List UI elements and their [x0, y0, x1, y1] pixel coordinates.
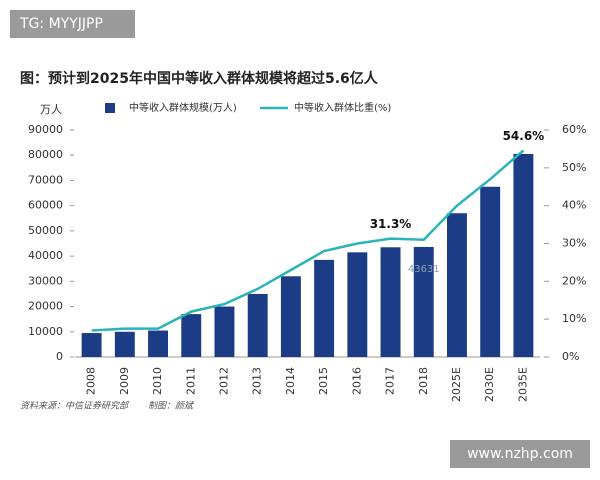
- legend-swatch: [105, 103, 115, 113]
- x-tick-label: 2011: [184, 367, 197, 395]
- bar: [247, 293, 268, 357]
- y2-tick-label: 50%: [562, 161, 586, 174]
- y-tick-label: 0: [56, 350, 63, 363]
- y-tick-label: 60000: [28, 199, 63, 212]
- bar: [148, 330, 168, 357]
- x-tick-label: 2014: [284, 367, 297, 395]
- y-tick-label: 40000: [28, 249, 63, 262]
- y-tick-label: 20000: [28, 300, 63, 313]
- y-axis-label: 万人: [40, 103, 62, 116]
- legend-label: 中等收入群体规模(万人): [129, 101, 237, 114]
- y-tick-label: 10000: [28, 325, 63, 338]
- bar: [513, 153, 534, 357]
- legend-label: 中等收入群体比重(%): [294, 101, 391, 114]
- x-tick-label: 2009: [118, 367, 131, 395]
- y2-tick-label: 60%: [562, 123, 586, 136]
- bar: [214, 306, 235, 357]
- bar: [347, 252, 368, 357]
- bar: [413, 246, 434, 357]
- y2-tick-label: 0%: [562, 350, 579, 363]
- watermark-box: [450, 440, 590, 468]
- watermark-top: TG: MYYJJPP: [19, 16, 103, 32]
- bar-value-label: 43631: [408, 264, 440, 275]
- bar: [480, 186, 501, 357]
- y-tick-label: 70000: [28, 173, 63, 186]
- y-tick-label: 80000: [28, 148, 63, 161]
- x-tick-label: 2015: [317, 367, 330, 395]
- y2-tick-label: 20%: [562, 274, 586, 287]
- y2-tick-label: 30%: [562, 237, 586, 250]
- x-tick-label: 2016: [350, 367, 363, 395]
- chart-title: 图：预计到2025年中国中等收入群体规模将超过5.6亿人: [20, 70, 379, 87]
- bar: [380, 247, 401, 357]
- source: 资料来源：中信证券研究部: [20, 401, 130, 412]
- watermark-box: [10, 10, 135, 38]
- y2-tick-label: 40%: [562, 199, 586, 212]
- x-tick-label: 2018: [417, 367, 430, 395]
- y2-tick-label: 10%: [562, 312, 586, 325]
- bar: [314, 259, 335, 357]
- credit: 制图：颜斌: [148, 401, 195, 412]
- x-tick-label: 2012: [217, 367, 230, 395]
- x-tick-label: 2010: [151, 367, 164, 395]
- line-value-label: 31.3%: [370, 217, 412, 231]
- x-tick-label: 2013: [251, 367, 264, 395]
- x-tick-label: 2025E: [450, 367, 463, 402]
- x-tick-label: 2017: [384, 367, 397, 395]
- bar: [280, 276, 301, 357]
- y-tick-label: 90000: [28, 123, 63, 136]
- watermark-bottom: www.nzhp.com: [467, 446, 573, 462]
- y-tick-label: 30000: [28, 274, 63, 287]
- bar: [181, 314, 202, 357]
- x-tick-label: 2035E: [516, 367, 529, 402]
- bar: [114, 331, 135, 357]
- y-tick-label: 50000: [28, 224, 63, 237]
- bar: [447, 213, 467, 357]
- line-value-label: 54.6%: [503, 129, 545, 143]
- x-tick-label: 2008: [85, 367, 98, 395]
- x-tick-label: 2030E: [483, 367, 496, 402]
- bar: [81, 333, 102, 357]
- line: [91, 149, 525, 332]
